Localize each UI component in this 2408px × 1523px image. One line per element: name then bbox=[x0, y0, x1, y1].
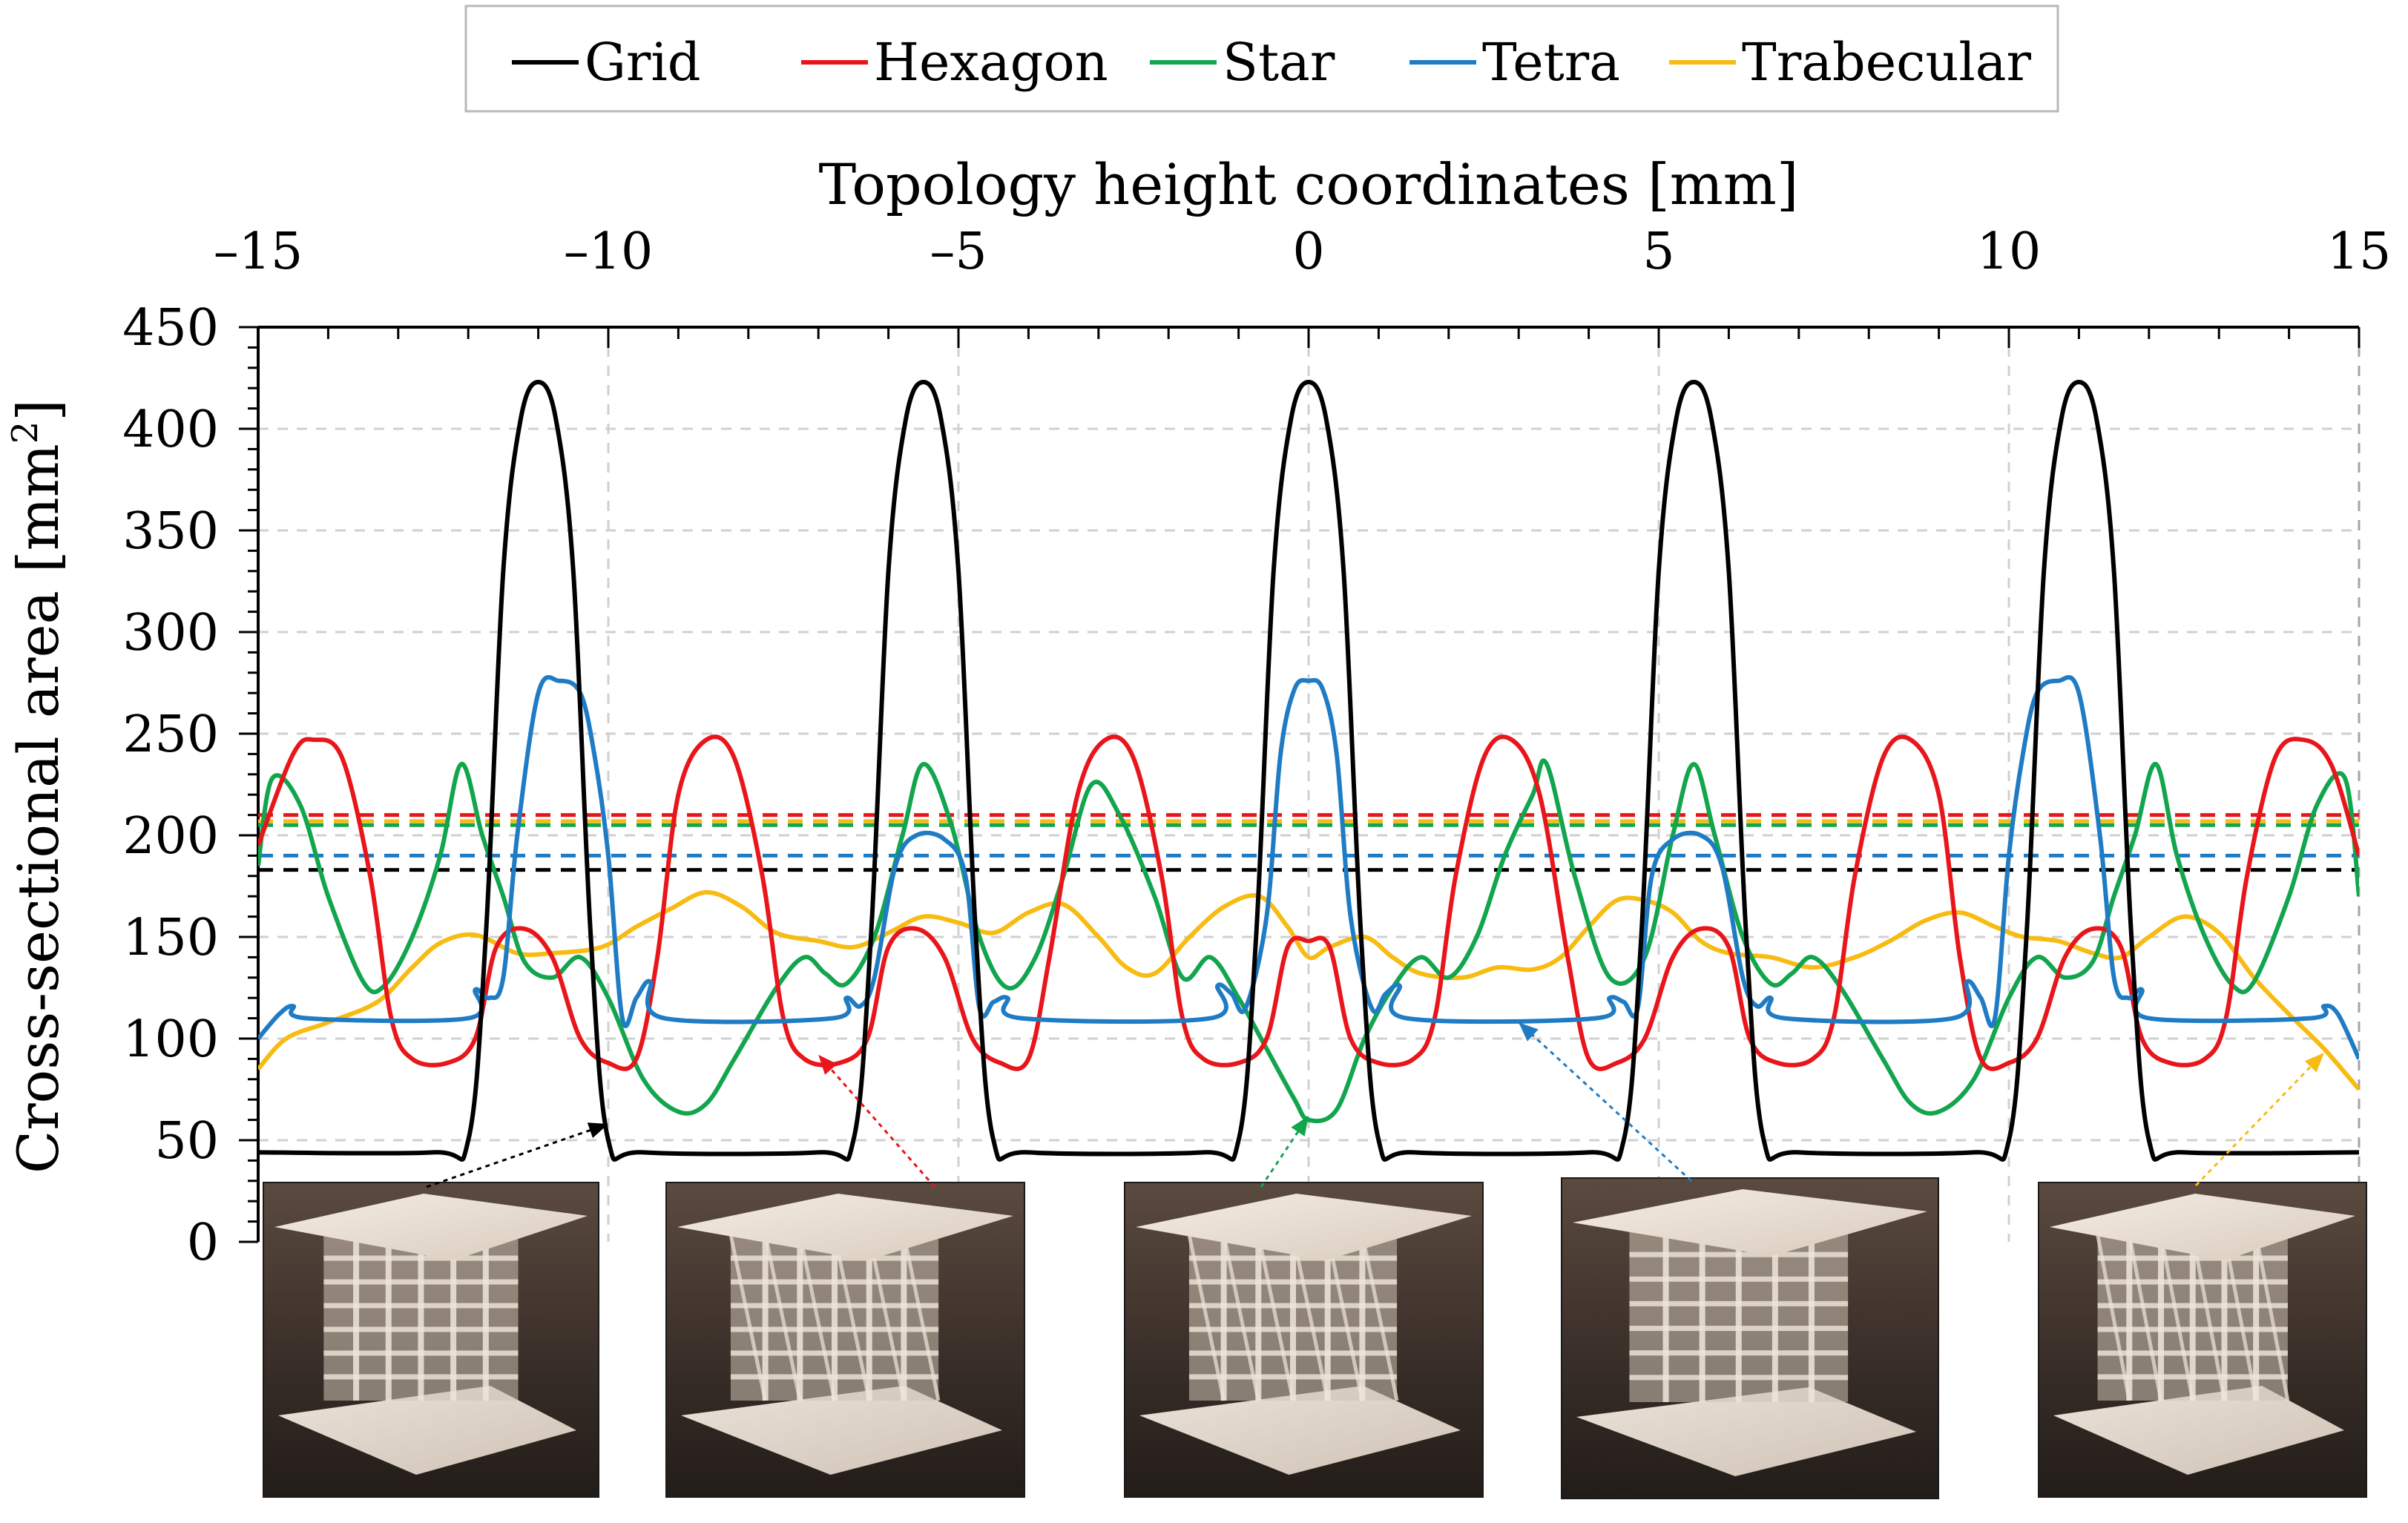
lattice-diagonal bbox=[2191, 1234, 2226, 1401]
y-tick-label: 250 bbox=[122, 705, 219, 764]
top-plate bbox=[2050, 1194, 2355, 1260]
x-tick-label: 15 bbox=[2327, 223, 2392, 281]
specimen-photo-2 bbox=[665, 1182, 1025, 1498]
bottom-plate bbox=[681, 1386, 1002, 1475]
lattice-diagonal bbox=[2127, 1234, 2163, 1401]
lattice-diagonal bbox=[2254, 1234, 2290, 1401]
x-tick-label: 10 bbox=[1977, 223, 2042, 281]
arrow-head bbox=[1519, 1022, 1539, 1042]
lattice-diagonal bbox=[728, 1234, 768, 1401]
lattice-diagonal bbox=[1326, 1234, 1364, 1401]
series-line-hexagon bbox=[258, 734, 2359, 1071]
arrow-head bbox=[818, 1054, 838, 1075]
lattice-diagonal bbox=[1256, 1234, 1295, 1401]
bottom-plate bbox=[1576, 1387, 1916, 1476]
mean-lines bbox=[258, 813, 2359, 872]
lattice-diagonal bbox=[2096, 1234, 2131, 1401]
top-plate bbox=[677, 1194, 1013, 1260]
axes: –15 –10 –5 0 5 10 1505010015020025030035040045… bbox=[122, 223, 2391, 1272]
arrow-head bbox=[587, 1122, 608, 1138]
lattice-diagonal bbox=[1187, 1234, 1226, 1401]
x-tick-label: –10 bbox=[564, 223, 654, 281]
lattice-diagonal bbox=[1291, 1234, 1330, 1401]
x-tick-label: 5 bbox=[1642, 223, 1674, 281]
lattice-diagonal bbox=[2159, 1234, 2195, 1401]
legend-label-tetra: Tetra bbox=[1482, 32, 1620, 93]
lattice-diagonal bbox=[1222, 1234, 1260, 1401]
legend-label-grid: Grid bbox=[585, 32, 701, 93]
x-tick-label: –15 bbox=[214, 223, 303, 281]
lattice-diagonal bbox=[763, 1234, 802, 1401]
specimen-photo-3 bbox=[1124, 1182, 1484, 1498]
y-tick-label: 450 bbox=[122, 299, 219, 358]
x-axis-title: Topology height coordinates [mm] bbox=[818, 151, 1798, 217]
photo-arrows bbox=[426, 1021, 2325, 1188]
y-axis-title: Cross-sectional area [mm2] bbox=[4, 399, 71, 1174]
grid-lines bbox=[258, 327, 2359, 1242]
specimen-photo-5 bbox=[2038, 1182, 2367, 1498]
x-tick-label: 0 bbox=[1292, 223, 1324, 281]
y-tick-label: 0 bbox=[187, 1214, 219, 1272]
legend-label-hexagon: Hexagon bbox=[874, 32, 1108, 93]
top-plate bbox=[274, 1194, 588, 1260]
arrow-line bbox=[2194, 1052, 2325, 1187]
lattice-diagonal bbox=[901, 1234, 941, 1401]
legend: Grid Hexagon Star Tetra Trabecular bbox=[464, 4, 2059, 113]
y-tick-label: 100 bbox=[122, 1010, 219, 1069]
top-plate bbox=[1136, 1194, 1472, 1260]
series-lines bbox=[258, 380, 2359, 1162]
top-plate bbox=[1573, 1189, 1927, 1256]
arrow-line bbox=[818, 1053, 936, 1188]
y-tick-label: 50 bbox=[154, 1112, 219, 1171]
specimen-photos bbox=[263, 1177, 2367, 1499]
arrow-line bbox=[1518, 1021, 1693, 1182]
specimen-photo-1 bbox=[263, 1182, 599, 1498]
bottom-plate bbox=[2053, 1386, 2344, 1475]
lattice-diagonal bbox=[797, 1234, 837, 1401]
legend-label-trabecular: Trabecular bbox=[1742, 32, 2032, 93]
y-tick-label: 400 bbox=[122, 401, 219, 459]
lattice-diagonal bbox=[1360, 1234, 1399, 1401]
x-tick-label: –5 bbox=[930, 223, 987, 281]
legend-label-star: Star bbox=[1223, 32, 1335, 93]
y-tick-label: 200 bbox=[122, 807, 219, 866]
lattice-diagonal bbox=[832, 1234, 872, 1401]
y-tick-label: 300 bbox=[122, 604, 219, 662]
specimen-photo-4 bbox=[1561, 1177, 1939, 1499]
lattice-diagonal bbox=[2223, 1234, 2258, 1401]
lattice-diagonal bbox=[867, 1234, 906, 1401]
series-line-star bbox=[258, 758, 2359, 1124]
series-line-tetra bbox=[258, 675, 2359, 1060]
bottom-plate bbox=[1139, 1386, 1461, 1475]
series-line-grid bbox=[258, 380, 2359, 1162]
bottom-plate bbox=[278, 1386, 576, 1475]
y-tick-label: 350 bbox=[122, 502, 219, 561]
arrow-line bbox=[426, 1122, 609, 1188]
y-tick-label: 150 bbox=[122, 909, 219, 967]
arrow-head bbox=[1291, 1116, 1309, 1137]
arrow-head bbox=[2304, 1053, 2324, 1073]
legend-box bbox=[464, 4, 2059, 113]
